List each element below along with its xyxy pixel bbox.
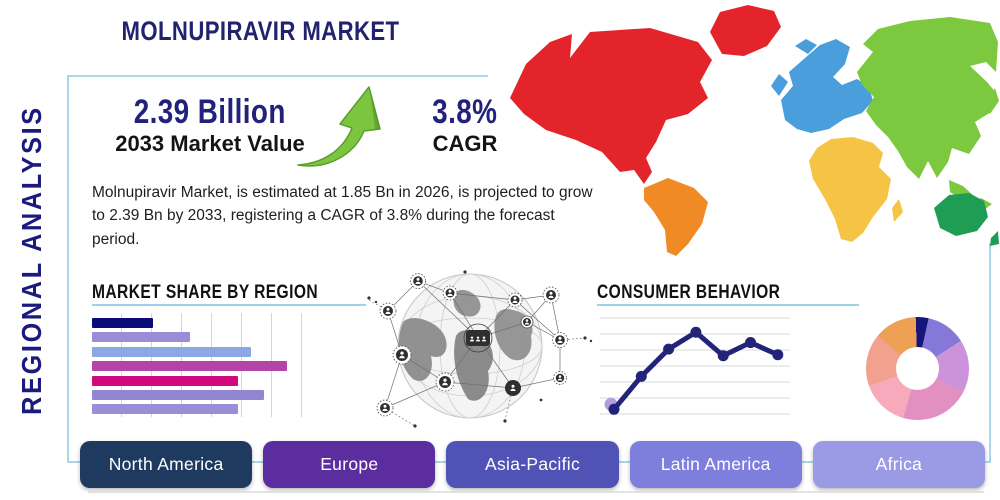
map-region-south-america — [644, 178, 708, 256]
growth-arrow-icon — [291, 80, 387, 172]
region-button-asia-pacific[interactable]: Asia-Pacific — [446, 441, 619, 488]
network-central-node — [463, 323, 493, 353]
bar-region-1 — [92, 318, 154, 328]
bar-region-2 — [92, 332, 190, 343]
bar-region-5 — [92, 375, 239, 386]
market-description: Molnupiravir Market, is estimated at 1.8… — [92, 184, 593, 248]
line-chart-point-1 — [608, 403, 620, 415]
content-box-border-top — [67, 75, 488, 77]
content-box-border-right — [989, 243, 991, 463]
market-share-underline — [92, 304, 366, 306]
section-header-consumer-behavior: CONSUMER BEHAVIOR — [597, 282, 781, 303]
map-region-uk — [771, 74, 788, 96]
line-chart — [600, 317, 790, 415]
region-button-europe[interactable]: Europe — [263, 441, 436, 488]
map-region-greenland — [710, 5, 781, 56]
line-chart-point-5 — [717, 350, 729, 362]
cagr-number: 3.8% — [432, 93, 498, 131]
map-region-north-america — [510, 28, 712, 184]
map-region-asia — [857, 17, 998, 179]
side-title-regional-analysis: REGIONAL ANALYSIS — [16, 105, 47, 415]
line-chart-point-2 — [635, 370, 647, 382]
map-region-africa — [809, 137, 891, 242]
bar-chart-bars — [92, 318, 304, 415]
content-box-border-left — [67, 75, 69, 463]
globe-network-graphic — [367, 270, 593, 428]
line-chart-plot — [604, 326, 784, 415]
stat-cagr: 3.8% CAGR — [405, 93, 525, 157]
donut-chart — [866, 317, 969, 420]
market-value-number: 2.39 Billion — [133, 93, 287, 131]
bar-region-4 — [92, 361, 288, 372]
bar-region-7 — [92, 404, 239, 415]
growth-arrow-shape — [297, 86, 381, 167]
network-person-nodes — [376, 273, 568, 417]
map-region-europe — [781, 39, 873, 133]
map-region-new-zealand — [990, 231, 999, 246]
map-region-australia — [934, 193, 988, 236]
region-button-africa[interactable]: Africa — [812, 441, 986, 488]
stat-market-value: 2.39 Billion 2033 Market Value — [96, 93, 324, 157]
bar-region-3 — [92, 346, 251, 357]
region-button-row: North America Europe Asia-Pacific Latin … — [80, 441, 986, 488]
page-title: MOLNUPIRAVIR MARKET — [90, 16, 430, 47]
market-value-label: 2033 Market Value — [115, 131, 305, 157]
line-chart-point-7 — [772, 349, 784, 361]
bar-region-6 — [92, 389, 264, 400]
line-chart-point-4 — [690, 326, 702, 338]
growth-arrow-shade — [369, 87, 380, 130]
region-button-north-america[interactable]: North America — [80, 441, 253, 488]
bottom-shadow-line — [88, 491, 984, 493]
map-region-japan — [986, 88, 999, 114]
map-region-madagascar — [892, 199, 903, 222]
region-button-latin-america[interactable]: Latin America — [629, 441, 802, 488]
world-map — [510, 5, 999, 256]
map-region-iceland — [795, 39, 817, 54]
section-header-market-share: MARKET SHARE BY REGION — [92, 282, 319, 303]
cagr-label: CAGR — [432, 131, 498, 157]
line-chart-point-3 — [663, 343, 675, 355]
line-chart-point-6 — [745, 337, 756, 349]
page-title-text: MOLNUPIRAVIR MARKET — [121, 16, 399, 46]
consumer-behavior-underline — [597, 304, 859, 306]
